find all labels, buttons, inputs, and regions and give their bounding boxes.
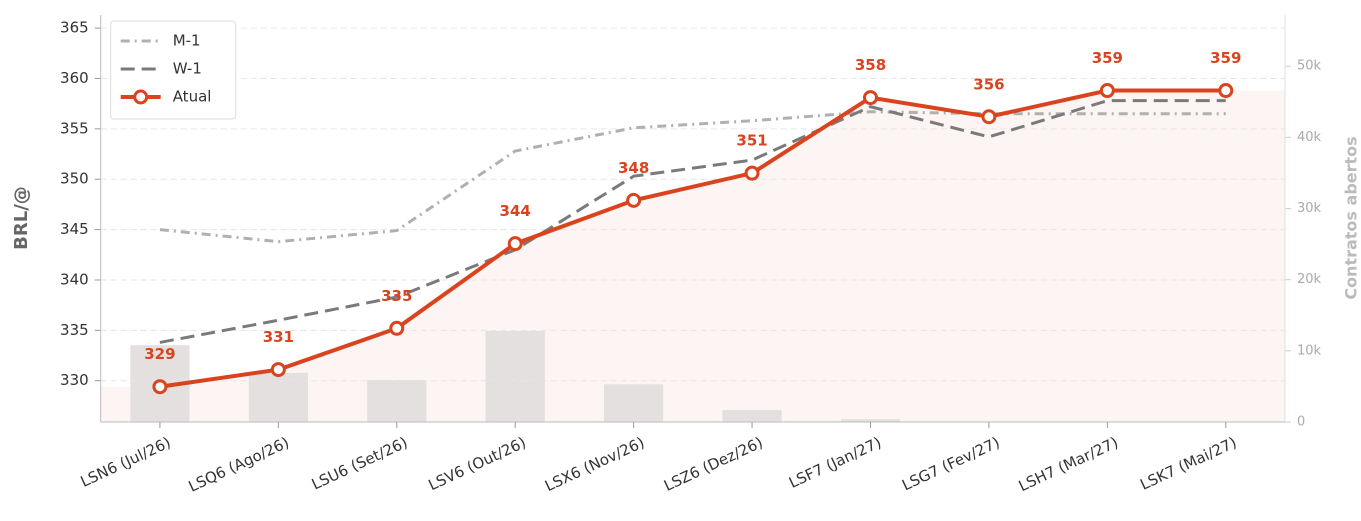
- data-label: 358: [855, 56, 886, 74]
- x-tick-label: LSX6 (Nov/26): [542, 433, 647, 495]
- y2-tick-label: 30k: [1297, 201, 1322, 216]
- y-tick-label: 335: [60, 321, 89, 339]
- data-label: 351: [736, 132, 767, 150]
- line: [159, 110, 1226, 244]
- point: [1218, 83, 1234, 99]
- bar: [485, 330, 545, 422]
- point: [152, 379, 168, 395]
- y-tick-label: 330: [60, 371, 89, 389]
- data-label: 344: [500, 202, 531, 220]
- y2-tick-label: 40k: [1297, 130, 1322, 145]
- data-label: 356: [973, 75, 1004, 93]
- legend-label: W-1: [173, 60, 202, 78]
- x-tick-label: LSU6 (Set/26): [309, 433, 411, 493]
- data-label: 329: [144, 345, 175, 363]
- point: [626, 192, 642, 208]
- y2-tick-label: 20k: [1297, 272, 1322, 287]
- x-tick-label: LSK7 (Mai/27): [1137, 433, 1239, 493]
- point: [507, 236, 523, 252]
- point: [981, 109, 997, 125]
- point: [744, 165, 760, 181]
- x-tick-label: LSZ6 (Dez/26): [661, 433, 766, 495]
- point: [862, 90, 878, 106]
- legend-label: M-1: [173, 32, 201, 50]
- data-label: 335: [381, 287, 412, 305]
- x-tick-label: LSH7 (Mar/27): [1016, 433, 1121, 495]
- legend-marker: [133, 89, 149, 105]
- y2-tick-label: 0: [1297, 415, 1305, 430]
- x-tick-label: LSG7 (Fev/27): [899, 433, 1002, 494]
- area: [100, 90, 1286, 422]
- line: [159, 88, 1226, 389]
- bar: [840, 419, 901, 422]
- point: [389, 320, 405, 336]
- y-tick-label: 345: [60, 220, 89, 238]
- y2-tick-label: 50k: [1297, 59, 1322, 74]
- y-axis-label: BRL/@: [11, 186, 32, 250]
- data-label: 348: [618, 159, 649, 177]
- x-tick-label: LSV6 (Out/26): [426, 433, 529, 494]
- y-tick-label: 355: [60, 119, 89, 137]
- y-tick-label: 365: [60, 19, 89, 37]
- bar: [722, 409, 782, 422]
- x-tick-label: LSF7 (Jan/27): [786, 433, 884, 491]
- y-tick-label: 340: [60, 270, 89, 288]
- data-label: 359: [1210, 49, 1241, 67]
- point: [270, 362, 286, 378]
- legend-label: Atual: [173, 88, 212, 106]
- data-label: 331: [263, 328, 294, 346]
- bar: [604, 384, 664, 422]
- y2-tick-label: 10k: [1297, 343, 1322, 358]
- x-tick-label: LSQ6 (Ago/26): [186, 433, 292, 495]
- y2-axis-label: Contratos abertos: [1342, 136, 1361, 299]
- bar: [367, 380, 427, 422]
- bar: [248, 372, 308, 422]
- y-tick-label: 350: [60, 170, 89, 188]
- point: [1099, 83, 1115, 99]
- line: [159, 99, 1226, 344]
- y-tick-label: 360: [60, 69, 89, 87]
- data-label: 359: [1092, 49, 1123, 67]
- x-tick-label: LSN6 (Jul/26): [78, 433, 174, 490]
